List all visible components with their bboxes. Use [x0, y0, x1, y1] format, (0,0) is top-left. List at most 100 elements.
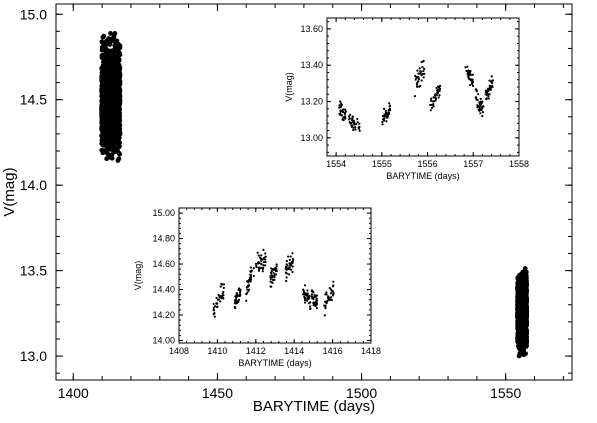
- data-point: [487, 95, 490, 98]
- data-point: [474, 96, 477, 99]
- data-point: [288, 273, 291, 276]
- data-point: [416, 69, 419, 72]
- data-point: [464, 66, 467, 69]
- data-point: [474, 88, 478, 91]
- data-point: [104, 76, 109, 82]
- data-point: [521, 324, 527, 329]
- data-point: [419, 84, 422, 88]
- data-point: [515, 309, 521, 315]
- data-point: [520, 348, 526, 354]
- data-point: [114, 103, 119, 109]
- data-point: [284, 271, 287, 274]
- data-point: [418, 67, 421, 70]
- data-point: [252, 274, 255, 278]
- y-tick-label: 14.60: [152, 259, 175, 269]
- data-point: [270, 276, 274, 279]
- main-plot: 1400 1450 1500 1550 13.0 13.5 14.0 14.5 15.0 BARY…: [1, 3, 573, 415]
- data-point: [214, 305, 217, 308]
- data-point: [113, 110, 119, 115]
- data-point: [105, 137, 111, 142]
- plot-frame: [55, 3, 573, 381]
- data-point: [435, 86, 438, 90]
- data-point: [471, 73, 474, 76]
- data-point: [522, 304, 528, 310]
- data-point: [356, 117, 359, 121]
- data-point: [489, 80, 493, 83]
- data-point: [303, 301, 307, 304]
- data-point: [432, 96, 435, 99]
- y-tick-label: 13.40: [300, 60, 323, 70]
- data-point: [354, 126, 357, 129]
- data-point: [479, 97, 482, 100]
- data-point: [102, 142, 108, 148]
- data-point: [471, 81, 474, 84]
- data-point: [115, 121, 121, 127]
- data-point: [485, 97, 488, 100]
- data-point: [351, 124, 354, 127]
- data-point: [358, 122, 361, 125]
- y-tick-label: 13.60: [300, 24, 323, 34]
- x-tick-label: 1418: [361, 346, 381, 356]
- data-point: [261, 270, 264, 273]
- data-point: [434, 99, 437, 102]
- data-point: [290, 261, 294, 264]
- data-point: [328, 286, 331, 290]
- data-point: [262, 266, 265, 269]
- x-tick-label: 1554: [326, 159, 346, 169]
- data-point: [515, 339, 521, 345]
- data-point: [111, 100, 117, 106]
- data-point: [303, 284, 307, 287]
- data-point: [467, 69, 470, 72]
- data-point: [222, 283, 226, 286]
- data-point: [310, 289, 314, 292]
- data-point: [329, 288, 333, 291]
- data-point: [262, 248, 265, 251]
- data-point: [302, 290, 306, 293]
- data-point: [104, 47, 109, 53]
- data-point: [332, 280, 335, 283]
- data-point: [481, 111, 485, 114]
- data-point: [99, 98, 105, 103]
- data-point: [382, 107, 386, 111]
- data-point: [314, 304, 317, 308]
- data-point: [381, 123, 384, 126]
- data-point: [491, 79, 495, 82]
- data-point: [233, 301, 237, 305]
- data-point: [470, 78, 473, 82]
- data-point: [250, 270, 253, 273]
- x-tick-label: 1555: [372, 159, 392, 169]
- data-point: [289, 255, 292, 258]
- data-point: [275, 263, 278, 266]
- data-point: [481, 100, 484, 103]
- data-point: [467, 77, 470, 80]
- data-point: [264, 252, 267, 255]
- data-point: [344, 115, 347, 118]
- data-point: [382, 119, 386, 122]
- x-tick-label: 1400: [58, 385, 89, 401]
- data-point: [414, 74, 417, 78]
- data-point: [236, 300, 239, 303]
- data-point: [344, 117, 347, 120]
- data-point: [516, 345, 522, 351]
- data-point: [325, 300, 329, 303]
- data-point: [516, 353, 522, 359]
- data-point: [327, 298, 331, 301]
- y-tick-label: 14.20: [152, 310, 175, 320]
- data-point: [216, 305, 219, 308]
- data-point: [415, 76, 418, 79]
- data-point: [485, 93, 488, 96]
- data-point: [257, 254, 260, 257]
- data-point: [416, 85, 419, 88]
- data-point: [323, 314, 326, 317]
- data-point: [270, 285, 273, 288]
- data-point: [437, 96, 440, 99]
- data-point: [115, 148, 121, 154]
- data-point: [422, 76, 425, 79]
- data-point: [476, 98, 479, 102]
- data-point: [433, 94, 437, 97]
- data-point: [478, 105, 481, 108]
- data-point: [221, 283, 224, 286]
- data-point: [260, 254, 263, 257]
- data-point: [343, 108, 347, 111]
- data-point: [272, 267, 275, 271]
